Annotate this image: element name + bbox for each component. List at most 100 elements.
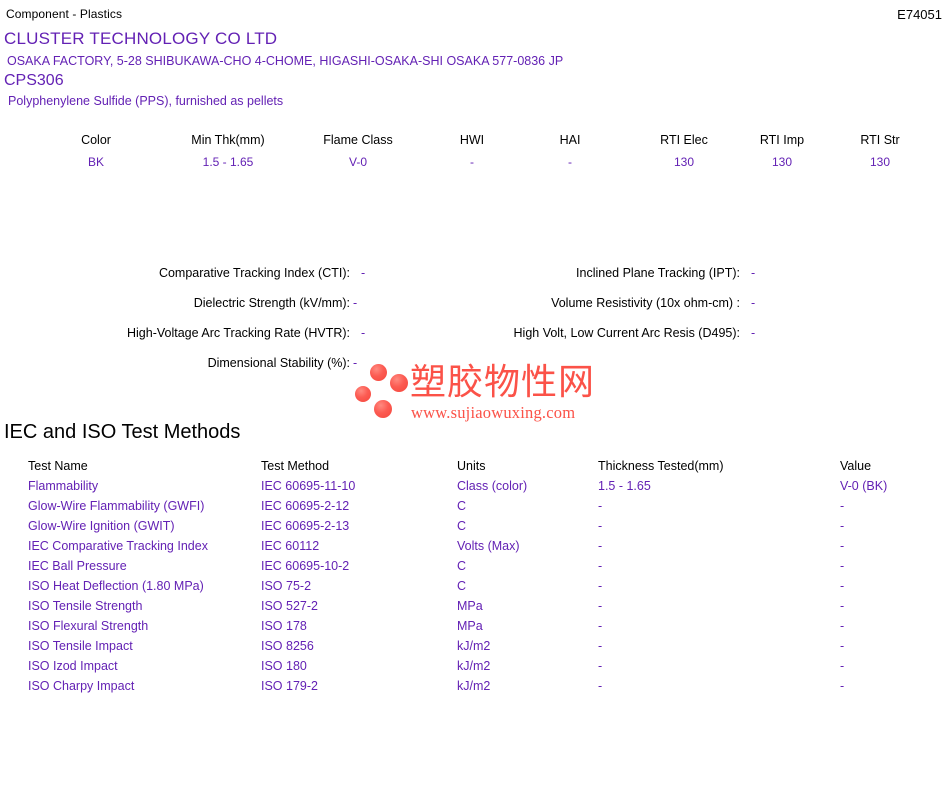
spec-column-header: RTI Str xyxy=(860,133,900,147)
table-row: Glow-Wire Flammability (GWFI) IEC 60695-2… xyxy=(0,499,950,519)
table-cell: C xyxy=(457,559,467,573)
table-cell: - xyxy=(840,539,845,553)
spec-column-value: - xyxy=(470,155,474,169)
table-cell: - xyxy=(840,659,845,673)
property-row: High-Voltage Arc Tracking Rate (HVTR): - xyxy=(0,326,950,346)
table-cell: ISO 178 xyxy=(261,619,307,633)
table-cell: IEC 60695-2-12 xyxy=(261,499,350,513)
table-cell: IEC 60112 xyxy=(261,539,320,553)
table-cell: Volts (Max) xyxy=(457,539,520,553)
property-row: Inclined Plane Tracking (IPT): - xyxy=(0,266,950,286)
table-cell: - xyxy=(840,579,845,593)
table-cell: ISO Izod Impact xyxy=(28,659,118,673)
table-cell: - xyxy=(598,599,603,613)
column-header: Units xyxy=(457,459,486,473)
company-name: CLUSTER TECHNOLOGY CO LTD xyxy=(4,29,278,48)
spec-column-value: 130 xyxy=(771,155,793,169)
spec-column-value: - xyxy=(568,155,572,169)
table-cell: MPa xyxy=(457,619,483,633)
table-cell: C xyxy=(457,579,467,593)
table-row: IEC Comparative Tracking Index IEC 60112 V… xyxy=(0,539,950,559)
table-cell: ISO 179-2 xyxy=(261,679,318,693)
table-cell: - xyxy=(598,539,603,553)
table-cell: IEC Ball Pressure xyxy=(28,559,127,573)
property-label: Dielectric Strength (kV/mm): xyxy=(193,296,350,310)
watermark-dot-icon xyxy=(390,374,408,392)
table-cell: C xyxy=(457,499,467,513)
property-value: - xyxy=(361,326,366,340)
property-row: Volume Resistivity (10x ohm-cm) :- xyxy=(0,296,950,316)
table-cell: kJ/m2 xyxy=(457,639,491,653)
table-row: ISO Charpy Impact ISO 179-2 kJ/m2 - - xyxy=(0,679,950,699)
table-row: ISO Flexural Strength ISO 178 MPa - - xyxy=(0,619,950,639)
spec-column-header: HAI xyxy=(559,133,581,147)
table-cell: C xyxy=(457,519,467,533)
table-cell: Glow-Wire Flammability (GWFI) xyxy=(28,499,205,513)
table-cell: ISO Tensile Strength xyxy=(28,599,143,613)
table-cell: - xyxy=(840,519,845,533)
watermark-dot-icon xyxy=(355,386,371,402)
spec-column-header: Color xyxy=(81,133,111,147)
table-cell: - xyxy=(598,639,603,653)
table-cell: ISO Heat Deflection (1.80 MPa) xyxy=(28,579,204,593)
component-category-label: Component - Plastics xyxy=(6,7,123,21)
table-cell: Glow-Wire Ignition (GWIT) xyxy=(28,519,175,533)
table-cell: - xyxy=(840,639,845,653)
table-row: IEC Ball Pressure IEC 60695-10-2 C - - xyxy=(0,559,950,579)
spec-column-header: Min Thk(mm) xyxy=(191,133,265,147)
spec-column-value: 130 xyxy=(869,155,891,169)
table-row: Glow-Wire Ignition (GWIT) IEC 60695-2-13 C… xyxy=(0,519,950,539)
spec-column-value: BK xyxy=(87,155,104,169)
property-value: - xyxy=(353,296,358,310)
property-value: - xyxy=(751,296,756,310)
table-cell: kJ/m2 xyxy=(457,679,491,693)
table-cell: IEC 60695-2-13 xyxy=(261,519,350,533)
table-cell: ISO Flexural Strength xyxy=(28,619,149,633)
table-cell: 1.5 - 1.65 xyxy=(598,479,651,493)
property-value: - xyxy=(751,326,756,340)
company-address: OSAKA FACTORY, 5-28 SHIBUKAWA-CHO 4-CHOM… xyxy=(7,54,564,68)
table-cell: - xyxy=(598,579,603,593)
table-cell: ISO 75-2 xyxy=(261,579,312,593)
table-header-row: Test Name Test Method Units Thickness Teste… xyxy=(0,459,950,479)
table-row: Flammability IEC 60695-11-10 Class (color)… xyxy=(0,479,950,499)
table-cell: - xyxy=(598,499,603,513)
table-cell: - xyxy=(840,559,845,573)
property-label: Dimensional Stability (%): xyxy=(207,356,350,370)
property-label: Comparative Tracking Index (CTI): xyxy=(158,266,350,280)
property-label: High Volt, Low Current Arc Resis (D495): xyxy=(513,326,740,340)
table-cell: ISO Charpy Impact xyxy=(28,679,135,693)
column-header: Thickness Tested(mm) xyxy=(598,459,724,473)
spec-column-value: 1.5 - 1.65 xyxy=(202,155,254,169)
property-row: Dielectric Strength (kV/mm): - xyxy=(0,296,950,316)
table-row: ISO Tensile Impact ISO 8256 kJ/m2 - - xyxy=(0,639,950,659)
column-header: Value xyxy=(840,459,872,473)
table-row: ISO Tensile Strength ISO 527-2 MPa - - xyxy=(0,599,950,619)
property-value: - xyxy=(361,266,366,280)
page-section-title: IEC and ISO Test Methods xyxy=(4,421,241,443)
spec-column-value: V-0 xyxy=(348,155,367,169)
table-cell: - xyxy=(598,519,603,533)
spec-column-header: RTI Imp xyxy=(759,133,805,147)
property-label: Volume Resistivity (10x ohm-cm) : xyxy=(551,296,740,310)
spec-column-header: HWI xyxy=(459,133,485,147)
table-row: ISO Izod Impact ISO 180 kJ/m2 - - xyxy=(0,659,950,679)
spec-column-value: 130 xyxy=(673,155,695,169)
property-row: Dimensional Stability (%): - xyxy=(0,356,950,376)
spec-column-header: RTI Elec xyxy=(660,133,708,147)
table-cell: - xyxy=(598,659,603,673)
table-cell: - xyxy=(840,619,845,633)
table-cell: ISO 8256 xyxy=(261,639,314,653)
table-cell: ISO 180 xyxy=(261,659,307,673)
table-cell: - xyxy=(840,599,845,613)
property-row: Comparative Tracking Index (CTI): - xyxy=(0,266,950,286)
spec-column-header: Flame Class xyxy=(323,133,393,147)
table-cell: MPa xyxy=(457,599,483,613)
watermark-dot-icon xyxy=(374,400,392,418)
column-header: Test Name xyxy=(28,459,88,473)
table-cell: ISO 527-2 xyxy=(261,599,318,613)
table-cell: - xyxy=(840,499,845,513)
table-cell: Flammability xyxy=(28,479,99,493)
table-cell: V-0 (BK) xyxy=(840,479,888,493)
property-value: - xyxy=(353,356,358,370)
